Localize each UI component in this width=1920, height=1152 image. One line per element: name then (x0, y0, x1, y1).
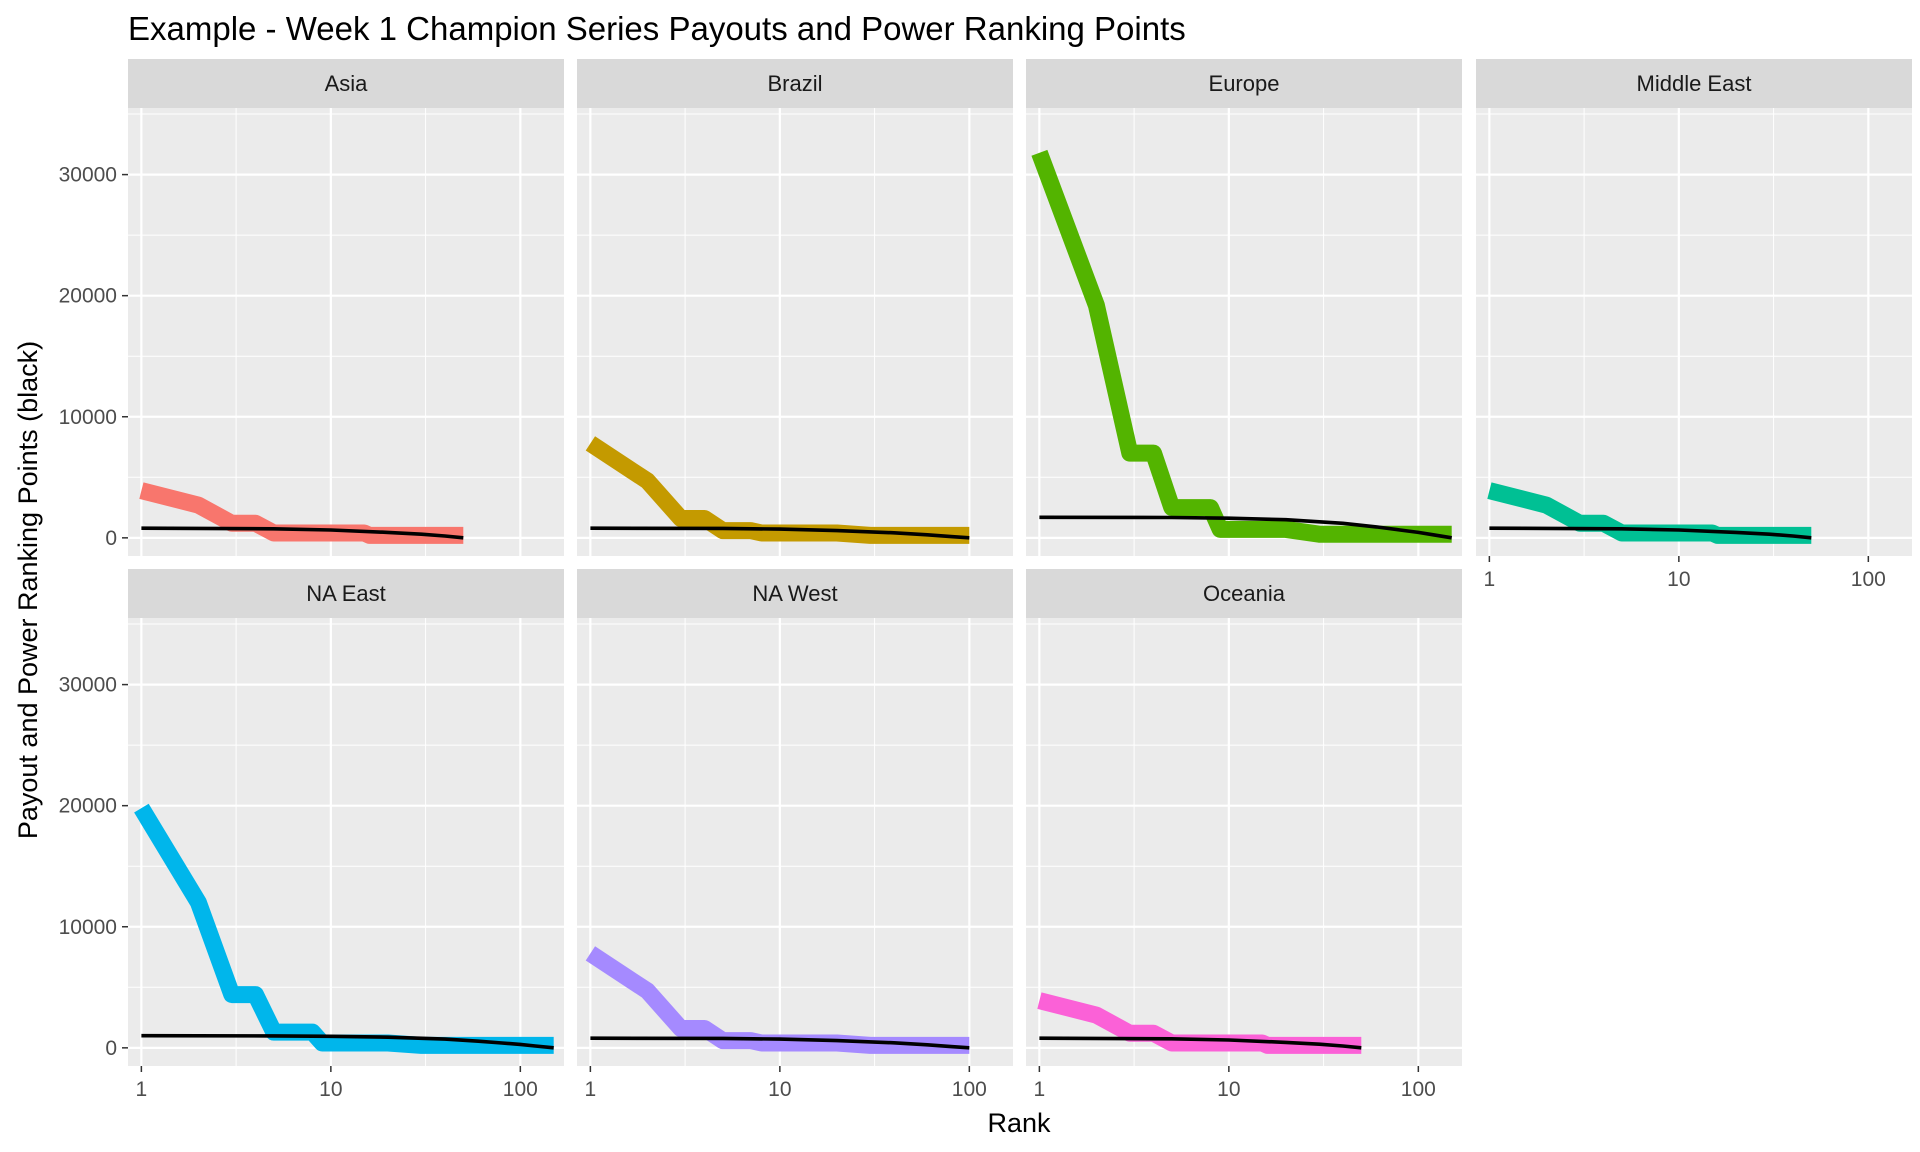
facet-panels: Asia 0 10000 20000 30000 Brazil Europe Middle E… (59, 59, 1912, 1101)
y-tick-label: 10000 (59, 916, 117, 939)
panel-background-middle-east (1476, 108, 1912, 556)
panel-background-asia (128, 108, 564, 556)
strip-middle-east (1476, 59, 1912, 108)
power-ranking-line-asia (141, 526, 464, 540)
panel-background-oceania (1026, 618, 1462, 1066)
strip-asia (128, 59, 564, 108)
panel-brazil: Brazil (577, 59, 1013, 556)
x-tick-label: 1 (136, 1078, 148, 1101)
payout-line-oceania (1037, 992, 1362, 1054)
strip-na-east (128, 569, 564, 618)
panel-na-west: NA West 1 10 100 (577, 569, 1013, 1101)
panel-europe: Europe (1026, 59, 1462, 556)
payout-line-middle-east (1487, 482, 1812, 544)
strip-label-brazil: Brazil (767, 71, 822, 96)
y-tick-label: 0 (105, 527, 117, 550)
y-tick-label: 10000 (59, 406, 117, 429)
strip-label-oceania: Oceania (1203, 581, 1286, 606)
x-tick-label: 10 (319, 1078, 342, 1101)
x-tick-label: 100 (952, 1078, 987, 1101)
power-ranking-line-brazil (590, 526, 970, 540)
panel-middle-east: Middle East 1 10 100 (1476, 59, 1912, 591)
x-tick-label: 1 (1484, 568, 1496, 591)
y-tick-label: 30000 (59, 674, 117, 697)
strip-label-europe: Europe (1209, 71, 1280, 96)
power-ranking-line-na-west (590, 1036, 970, 1050)
x-tick-label: 10 (1667, 568, 1690, 591)
panel-oceania: Oceania 1 10 100 (1026, 569, 1462, 1101)
x-tick-label: 10 (1217, 1078, 1240, 1101)
strip-label-asia: Asia (325, 71, 369, 96)
x-tick-label: 10 (768, 1078, 791, 1101)
strip-oceania (1026, 569, 1462, 618)
panel-background-na-east (128, 618, 564, 1066)
power-ranking-line-middle-east (1489, 526, 1812, 540)
payout-line-na-west (585, 946, 970, 1054)
x-tick-label: 100 (1401, 1078, 1436, 1101)
payout-line-asia (139, 482, 464, 544)
chart-title: Example - Week 1 Champion Series Payouts… (128, 10, 1186, 47)
y-tick-label: 20000 (59, 795, 117, 818)
payout-line-brazil (585, 436, 970, 544)
strip-na-west (577, 569, 1013, 618)
y-tick-label: 20000 (59, 285, 117, 308)
strip-europe (1026, 59, 1462, 108)
strip-label-na-east: NA East (306, 581, 385, 606)
x-tick-label: 100 (503, 1078, 538, 1101)
x-tick-label: 1 (585, 1078, 597, 1101)
y-tick-label: 0 (105, 1037, 117, 1060)
strip-label-middle-east: Middle East (1637, 71, 1752, 96)
power-ranking-line-na-east (141, 1033, 554, 1050)
strip-label-na-west: NA West (752, 581, 837, 606)
x-axis-title: Rank (987, 1108, 1051, 1138)
y-axis-title: Payout and Power Ranking Points (black) (13, 341, 43, 839)
panel-na-east: NA East 0 10000 20000 30000 1 10 100 (59, 569, 564, 1101)
x-tick-label: 1 (1034, 1078, 1046, 1101)
strip-brazil (577, 59, 1013, 108)
panel-asia: Asia 0 10000 20000 30000 (59, 59, 564, 556)
x-tick-label: 100 (1851, 568, 1886, 591)
y-tick-label: 30000 (59, 164, 117, 187)
power-ranking-line-europe (1039, 515, 1452, 540)
power-ranking-line-oceania (1039, 1036, 1362, 1050)
